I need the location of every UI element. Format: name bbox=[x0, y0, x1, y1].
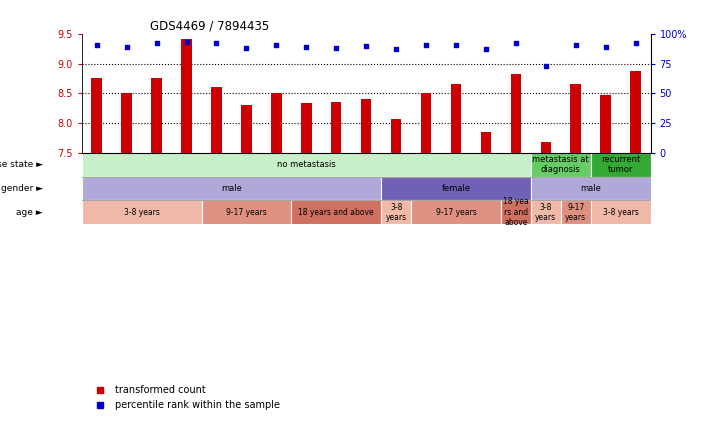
Point bbox=[301, 44, 312, 50]
Bar bbox=[501, 201, 531, 224]
Point bbox=[121, 44, 132, 50]
Bar bbox=[92, 78, 102, 153]
Text: male: male bbox=[580, 184, 601, 193]
Bar bbox=[331, 102, 341, 153]
Bar bbox=[301, 103, 311, 153]
Text: 3-8 years: 3-8 years bbox=[124, 208, 159, 217]
Point bbox=[241, 45, 252, 52]
Text: male: male bbox=[221, 184, 242, 193]
Point bbox=[540, 63, 552, 69]
Point bbox=[210, 40, 222, 47]
Bar bbox=[201, 201, 292, 224]
Bar bbox=[531, 201, 561, 224]
Bar bbox=[411, 201, 501, 224]
Bar bbox=[510, 74, 521, 153]
Bar bbox=[241, 105, 252, 153]
Bar bbox=[211, 87, 222, 153]
Text: 9-17
years: 9-17 years bbox=[565, 203, 587, 222]
Text: no metastasis: no metastasis bbox=[277, 160, 336, 169]
Bar bbox=[451, 85, 461, 153]
Text: female: female bbox=[442, 184, 471, 193]
Text: 18 years and above: 18 years and above bbox=[299, 208, 374, 217]
Bar bbox=[531, 153, 591, 177]
Bar bbox=[361, 99, 371, 153]
Bar bbox=[591, 153, 651, 177]
Bar bbox=[381, 177, 531, 201]
Text: gender ►: gender ► bbox=[1, 184, 43, 193]
Text: disease state ►: disease state ► bbox=[0, 160, 43, 169]
Bar bbox=[631, 71, 641, 153]
Bar bbox=[591, 201, 651, 224]
Point bbox=[570, 41, 582, 48]
Text: 3-8
years: 3-8 years bbox=[535, 203, 556, 222]
Bar bbox=[600, 95, 611, 153]
Point bbox=[480, 46, 491, 53]
Bar bbox=[531, 177, 651, 201]
Point bbox=[181, 39, 192, 46]
Bar bbox=[151, 78, 162, 153]
Point bbox=[331, 45, 342, 52]
Text: 9-17 years: 9-17 years bbox=[436, 208, 476, 217]
Point bbox=[510, 40, 522, 47]
Point bbox=[91, 41, 102, 48]
Text: 3-8
years: 3-8 years bbox=[385, 203, 407, 222]
Bar bbox=[561, 201, 591, 224]
Bar bbox=[82, 153, 531, 177]
Bar bbox=[421, 93, 432, 153]
Point bbox=[420, 41, 432, 48]
Bar bbox=[181, 38, 192, 153]
Bar bbox=[540, 142, 551, 153]
Text: 3-8 years: 3-8 years bbox=[603, 208, 638, 217]
Point bbox=[600, 44, 611, 50]
Bar bbox=[381, 201, 411, 224]
Point bbox=[271, 41, 282, 48]
Bar bbox=[271, 93, 282, 153]
Bar bbox=[82, 177, 381, 201]
Text: 18 yea
rs and
above: 18 yea rs and above bbox=[503, 198, 529, 227]
Point bbox=[151, 40, 162, 47]
Bar bbox=[391, 119, 401, 153]
Bar bbox=[82, 201, 201, 224]
Bar bbox=[481, 132, 491, 153]
Point bbox=[450, 41, 461, 48]
Bar bbox=[292, 201, 381, 224]
Legend: transformed count, percentile rank within the sample: transformed count, percentile rank withi… bbox=[87, 381, 284, 414]
Text: 9-17 years: 9-17 years bbox=[226, 208, 267, 217]
Point bbox=[360, 42, 372, 49]
Bar bbox=[570, 85, 581, 153]
Point bbox=[390, 46, 402, 53]
Text: metastasis at
diagnosis: metastasis at diagnosis bbox=[533, 155, 589, 174]
Point bbox=[630, 40, 641, 47]
Bar bbox=[122, 93, 132, 153]
Text: GDS4469 / 7894435: GDS4469 / 7894435 bbox=[150, 20, 269, 33]
Text: age ►: age ► bbox=[16, 208, 43, 217]
Text: recurrent
tumor: recurrent tumor bbox=[601, 155, 640, 174]
